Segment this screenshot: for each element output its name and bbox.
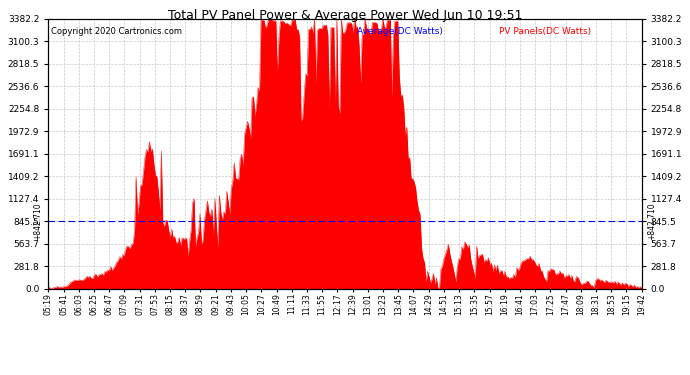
Text: Copyright 2020 Cartronics.com: Copyright 2020 Cartronics.com: [51, 27, 182, 36]
Text: +842.710: +842.710: [33, 202, 42, 240]
Text: Total PV Panel Power & Average Power Wed Jun 10 19:51: Total PV Panel Power & Average Power Wed…: [168, 9, 522, 22]
Text: Average(DC Watts): Average(DC Watts): [357, 27, 443, 36]
Text: PV Panels(DC Watts): PV Panels(DC Watts): [500, 27, 591, 36]
Text: +842.710: +842.710: [648, 202, 657, 240]
